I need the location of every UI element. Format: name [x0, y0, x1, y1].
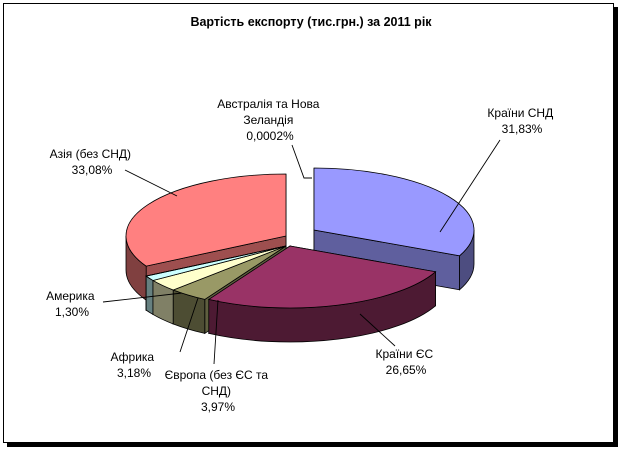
- leader-lines: [102, 139, 501, 365]
- frame-shadow-right: [614, 7, 618, 447]
- slice-label-america: Америка 1,30%: [46, 289, 98, 319]
- chart-frame: [3, 3, 614, 443]
- leader-line-4: [102, 292, 183, 303]
- slice-label-es: Країни ЄС 26,65%: [376, 347, 437, 377]
- slice-top-1: [207, 245, 437, 309]
- slice-label-asia: Азія (без СНД) 33,08%: [50, 147, 135, 177]
- leader-line-6: [124, 169, 178, 197]
- slice-label-australia: Австралія та Нова Зеландія 0,0002%: [217, 97, 323, 143]
- slice-label-sng: Країни СНД 31,83%: [487, 106, 556, 136]
- slice-side-4-rim: [145, 275, 154, 316]
- leader-line-2: [213, 299, 219, 365]
- leader-line-5: [291, 144, 312, 179]
- slice-top-5: [145, 245, 287, 277]
- slice-label-europe: Європа (без ЄС та СНД) 3,97%: [165, 368, 272, 414]
- leader-line-3: [179, 297, 199, 353]
- pie-slices: [125, 167, 475, 343]
- slice-top-0: [313, 167, 475, 257]
- frame-shadow-bottom: [7, 443, 618, 447]
- slice-label-africa: Африка 3,18%: [111, 350, 158, 380]
- leader-line-1: [359, 313, 396, 347]
- chart-title: Вартість експорту (тис.грн.) за 2011 рік: [190, 15, 432, 29]
- leader-line-0: [439, 139, 501, 233]
- slice-top-6: [125, 173, 287, 267]
